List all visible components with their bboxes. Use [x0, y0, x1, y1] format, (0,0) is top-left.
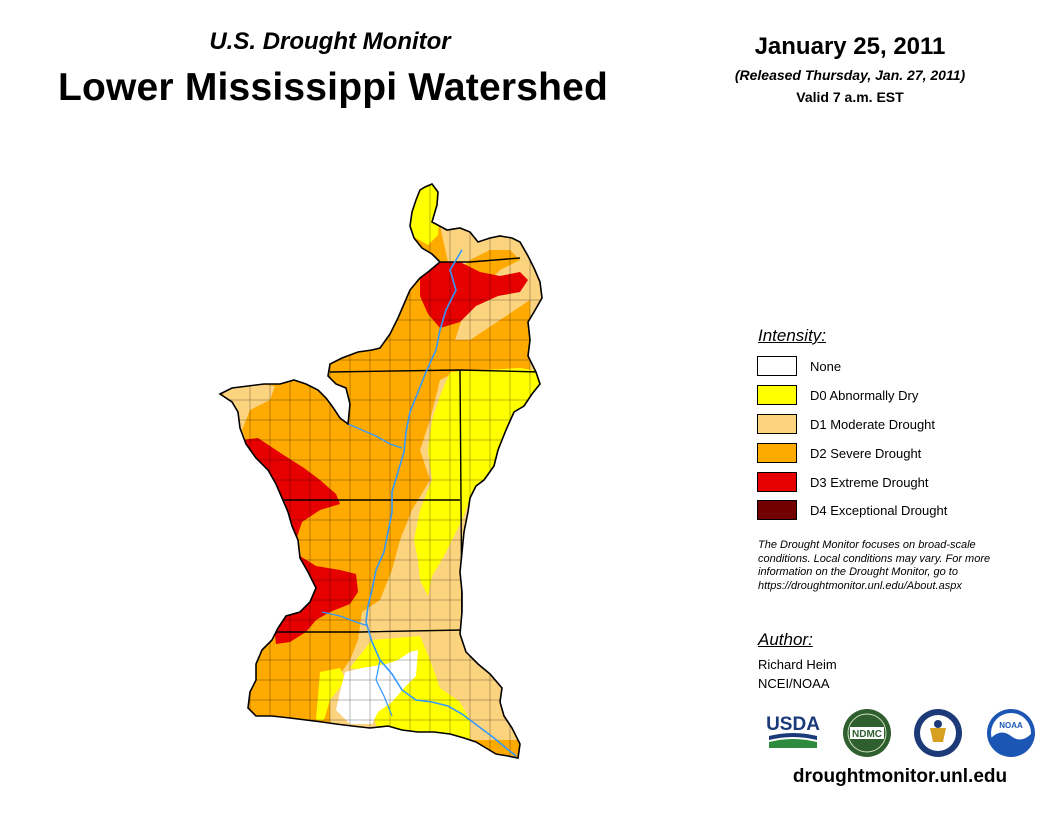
- legend-item-d2: D2 Severe Drought: [757, 442, 921, 464]
- drought-map: [219, 183, 543, 759]
- legend-swatch-d4: [757, 500, 797, 520]
- atchafalaya-river: [375, 659, 393, 717]
- mississippi-river: [365, 249, 517, 757]
- legend-swatch-d1: [757, 414, 797, 434]
- map-title: Lower Mississippi Watershed: [57, 66, 609, 109]
- legend-item-d1: D1 Moderate Drought: [757, 413, 935, 435]
- author-org: NCEI/NOAA: [758, 676, 830, 691]
- map-subtitle: U.S. Drought Monitor: [209, 28, 451, 55]
- legend-heading: Intensity:: [758, 326, 827, 345]
- author-heading: Author:: [758, 630, 813, 649]
- note-line: information on the Drought Monitor, go t…: [758, 566, 958, 578]
- legend-swatch-d3: [757, 472, 797, 492]
- legend-item-d0: D0 Abnormally Dry: [757, 384, 918, 406]
- legend-item-none: None: [757, 355, 841, 377]
- legend-label: D4 Exceptional Drought: [810, 502, 948, 518]
- arkansas-river: [347, 423, 403, 449]
- legend-swatch-d0: [757, 385, 797, 405]
- legend-swatch-none: [757, 356, 797, 376]
- author-name: Richard Heim: [758, 657, 837, 672]
- zone-d3-west: [240, 438, 358, 644]
- legend-label: D3 Extreme Drought: [810, 474, 929, 490]
- zone-d3-north: [420, 262, 528, 328]
- map-date: January 25, 2011: [754, 33, 946, 60]
- doc-seal-logo[interactable]: [913, 708, 963, 758]
- red-river: [321, 611, 369, 627]
- zone-d0-southwest: [316, 668, 346, 720]
- ndmc-logo-text: NDMC: [852, 729, 882, 740]
- disclaimer-note: The Drought Monitor focuses on broad-sca…: [758, 539, 1048, 593]
- usda-logo[interactable]: USDA: [765, 710, 821, 752]
- legend-label: D0 Abnormally Dry: [810, 387, 919, 403]
- ndmc-logo[interactable]: NDMC: [842, 708, 892, 758]
- legend-swatch-d2: [757, 443, 797, 463]
- note-line: The Drought Monitor focuses on broad-sca…: [758, 539, 976, 551]
- noaa-logo[interactable]: NOAA: [986, 708, 1036, 758]
- legend-label: None: [810, 358, 842, 374]
- website-link[interactable]: droughtmonitor.unl.edu: [792, 766, 1008, 787]
- zone-none: [336, 650, 418, 724]
- legend-label: D2 Severe Drought: [810, 445, 922, 461]
- legend-item-d3: D3 Extreme Drought: [757, 471, 929, 493]
- noaa-logo-text: NOAA: [999, 721, 1023, 730]
- usda-logo-text: USDA: [766, 714, 820, 735]
- valid-time: Valid 7 a.m. EST: [796, 89, 904, 105]
- note-line: conditions. Local conditions may vary. F…: [758, 552, 991, 565]
- note-link[interactable]: https://droughtmonitor.unl.edu/About.asp…: [758, 579, 962, 592]
- release-date: (Released Thursday, Jan. 27, 2011): [734, 67, 966, 83]
- legend-label: D1 Moderate Drought: [810, 416, 936, 432]
- legend-item-d4: D4 Exceptional Drought: [757, 499, 947, 521]
